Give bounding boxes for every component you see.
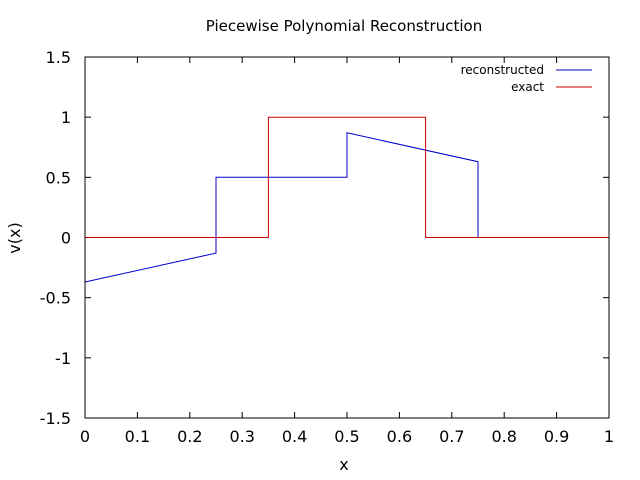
- y-tick-label: -1.5: [40, 409, 71, 428]
- legend-label-exact: exact: [511, 80, 544, 94]
- y-tick-label: -0.5: [40, 289, 71, 308]
- x-tick-label: 0.6: [387, 427, 412, 446]
- plot-frame: [84, 56, 610, 419]
- x-tick-label: 0.4: [282, 427, 307, 446]
- y-axis-label: v(x): [5, 222, 24, 253]
- y-tick-label: -1: [55, 349, 71, 368]
- y-tick-label: 1.5: [46, 48, 71, 67]
- x-tick-label: 0.5: [334, 427, 359, 446]
- y-tick-label: 0.5: [46, 168, 71, 187]
- chart-title: Piecewise Polynomial Reconstruction: [206, 17, 482, 35]
- series-line-exact: [85, 116, 609, 238]
- x-tick-label: 0: [80, 427, 90, 446]
- x-tick-label: 0.1: [125, 427, 150, 446]
- legend-label-reconstructed: reconstructed: [461, 63, 544, 77]
- legend: reconstructed exact: [461, 63, 592, 94]
- x-tick-label: 0.3: [229, 427, 254, 446]
- x-tick-label: 1: [604, 427, 614, 446]
- series-line-reconstructed: [84, 132, 610, 283]
- axis-ticks: 0 0.1 0.2 0.3 0.4 0.5 0.6 0.7 0.8 0.9 1 -1.5 -1 -0.5 0…: [40, 48, 614, 446]
- x-tick-label: 0.2: [177, 427, 202, 446]
- series-group: [84, 116, 610, 283]
- x-tick-label: 0.8: [491, 427, 516, 446]
- x-tick-label: 0.9: [544, 427, 569, 446]
- x-axis-label: x: [339, 455, 348, 474]
- y-tick-label: 0: [61, 229, 71, 248]
- x-tick-label: 0.7: [439, 427, 464, 446]
- y-tick-label: 1: [61, 108, 71, 127]
